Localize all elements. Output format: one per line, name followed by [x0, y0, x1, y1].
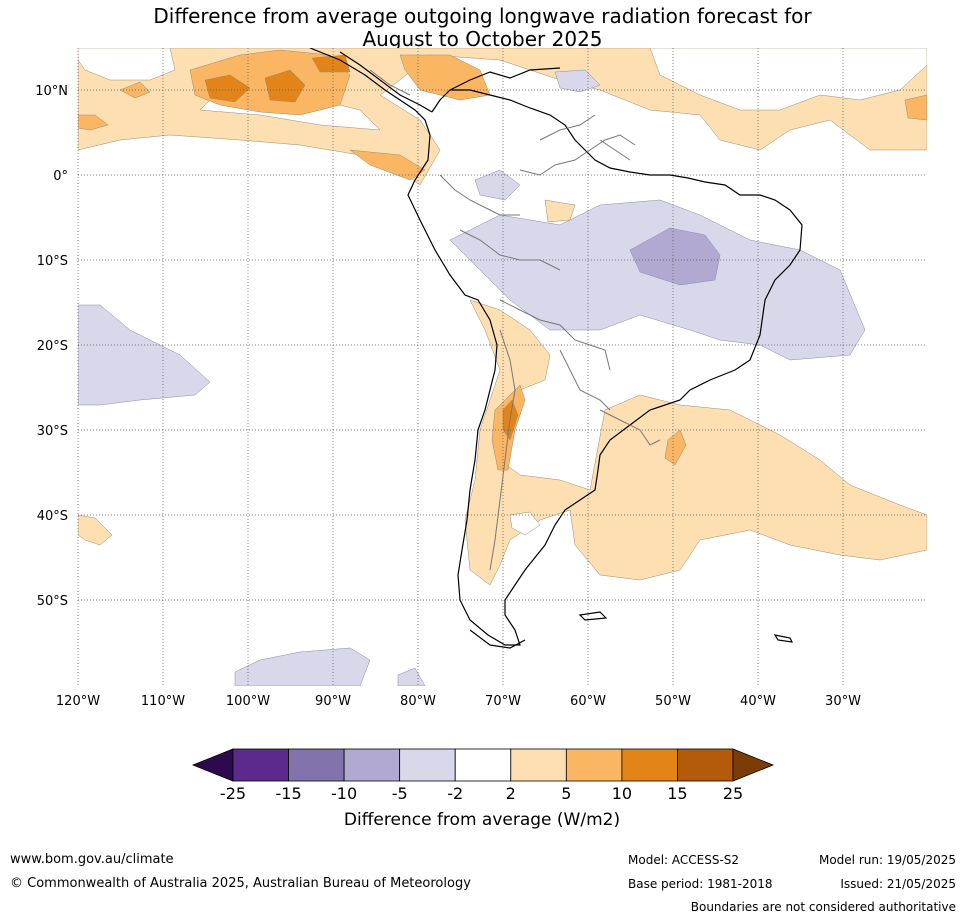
lon-label-120w: 120°W [56, 694, 100, 709]
footer-issued: Issued: 21/05/2025 [840, 877, 956, 891]
colorbar-segment [565, 748, 623, 782]
colorbar-tick-label: 5 [561, 784, 571, 803]
gridlines [77, 48, 927, 686]
colorbar: -25 -15 -10 -5 -2 2 5 10 15 25 [191, 748, 775, 803]
colorbar-tick-label: -25 [220, 784, 246, 803]
colorbar-segment [399, 748, 456, 782]
footer-disclaimer: Boundaries are not considered authoritat… [690, 900, 956, 914]
colorbar-segment [232, 748, 289, 782]
south-america-coast [309, 48, 803, 646]
colorbar-segment [454, 748, 512, 782]
lat-label-0: 0° [53, 169, 68, 184]
country-borders [369, 69, 661, 571]
footer-model-run: Model run: 19/05/2025 [818, 853, 956, 867]
lat-label-30s: 30°S [37, 424, 68, 439]
lon-label-30w: 30°W [825, 694, 861, 709]
coastline [309, 48, 803, 649]
colorbar-tick-label: 15 [667, 784, 687, 803]
lon-label-50w: 50°W [655, 694, 691, 709]
colorbar-tick-label: 10 [612, 784, 632, 803]
lon-label-110w: 110°W [141, 694, 185, 709]
lat-label-40s: 40°S [37, 509, 68, 524]
lon-label-80w: 80°W [400, 694, 436, 709]
colorbar-tick-label: -10 [331, 784, 357, 803]
lat-label-20s: 20°S [37, 339, 68, 354]
colorbar-segment [510, 748, 567, 782]
lon-label-40w: 40°W [740, 694, 776, 709]
colorbar-tick-label: -2 [447, 784, 463, 803]
colorbar-tick-label: -5 [392, 784, 408, 803]
colorbar-segment [677, 748, 734, 782]
footer-model: Model: ACCESS-S2 [628, 853, 740, 867]
footer-url: www.bom.gov.au/climate [10, 852, 174, 867]
lat-label-10s: 10°S [37, 254, 68, 269]
colorbar-tick-label: 25 [723, 784, 743, 803]
colorbar-tick-label: 2 [506, 784, 516, 803]
colorbar-title: Difference from average (W/m2) [344, 810, 620, 830]
colorbar-segment [343, 748, 401, 782]
colorbar-tick-label: -15 [275, 784, 301, 803]
anomaly-field [78, 48, 927, 686]
footer-base-period: Base period: 1981-2018 [628, 877, 773, 891]
colorbar-extend-high [732, 748, 775, 782]
footer-copyright: © Commonwealth of Australia 2025, Austra… [10, 876, 471, 891]
lat-label-50s: 50°S [37, 594, 68, 609]
colorbar-segment [288, 748, 345, 782]
lat-label-10n: 10°N [35, 84, 68, 99]
chart-title-line1: Difference from average outgoing longwav… [153, 4, 812, 28]
lon-label-70w: 70°W [485, 694, 521, 709]
lon-label-100w: 100°W [226, 694, 270, 709]
lon-label-60w: 60°W [570, 694, 606, 709]
lon-label-90w: 90°W [315, 694, 351, 709]
colorbar-extend-low [191, 748, 234, 782]
chart-title-line2: August to October 2025 [362, 27, 603, 51]
colorbar-segment [621, 748, 678, 782]
